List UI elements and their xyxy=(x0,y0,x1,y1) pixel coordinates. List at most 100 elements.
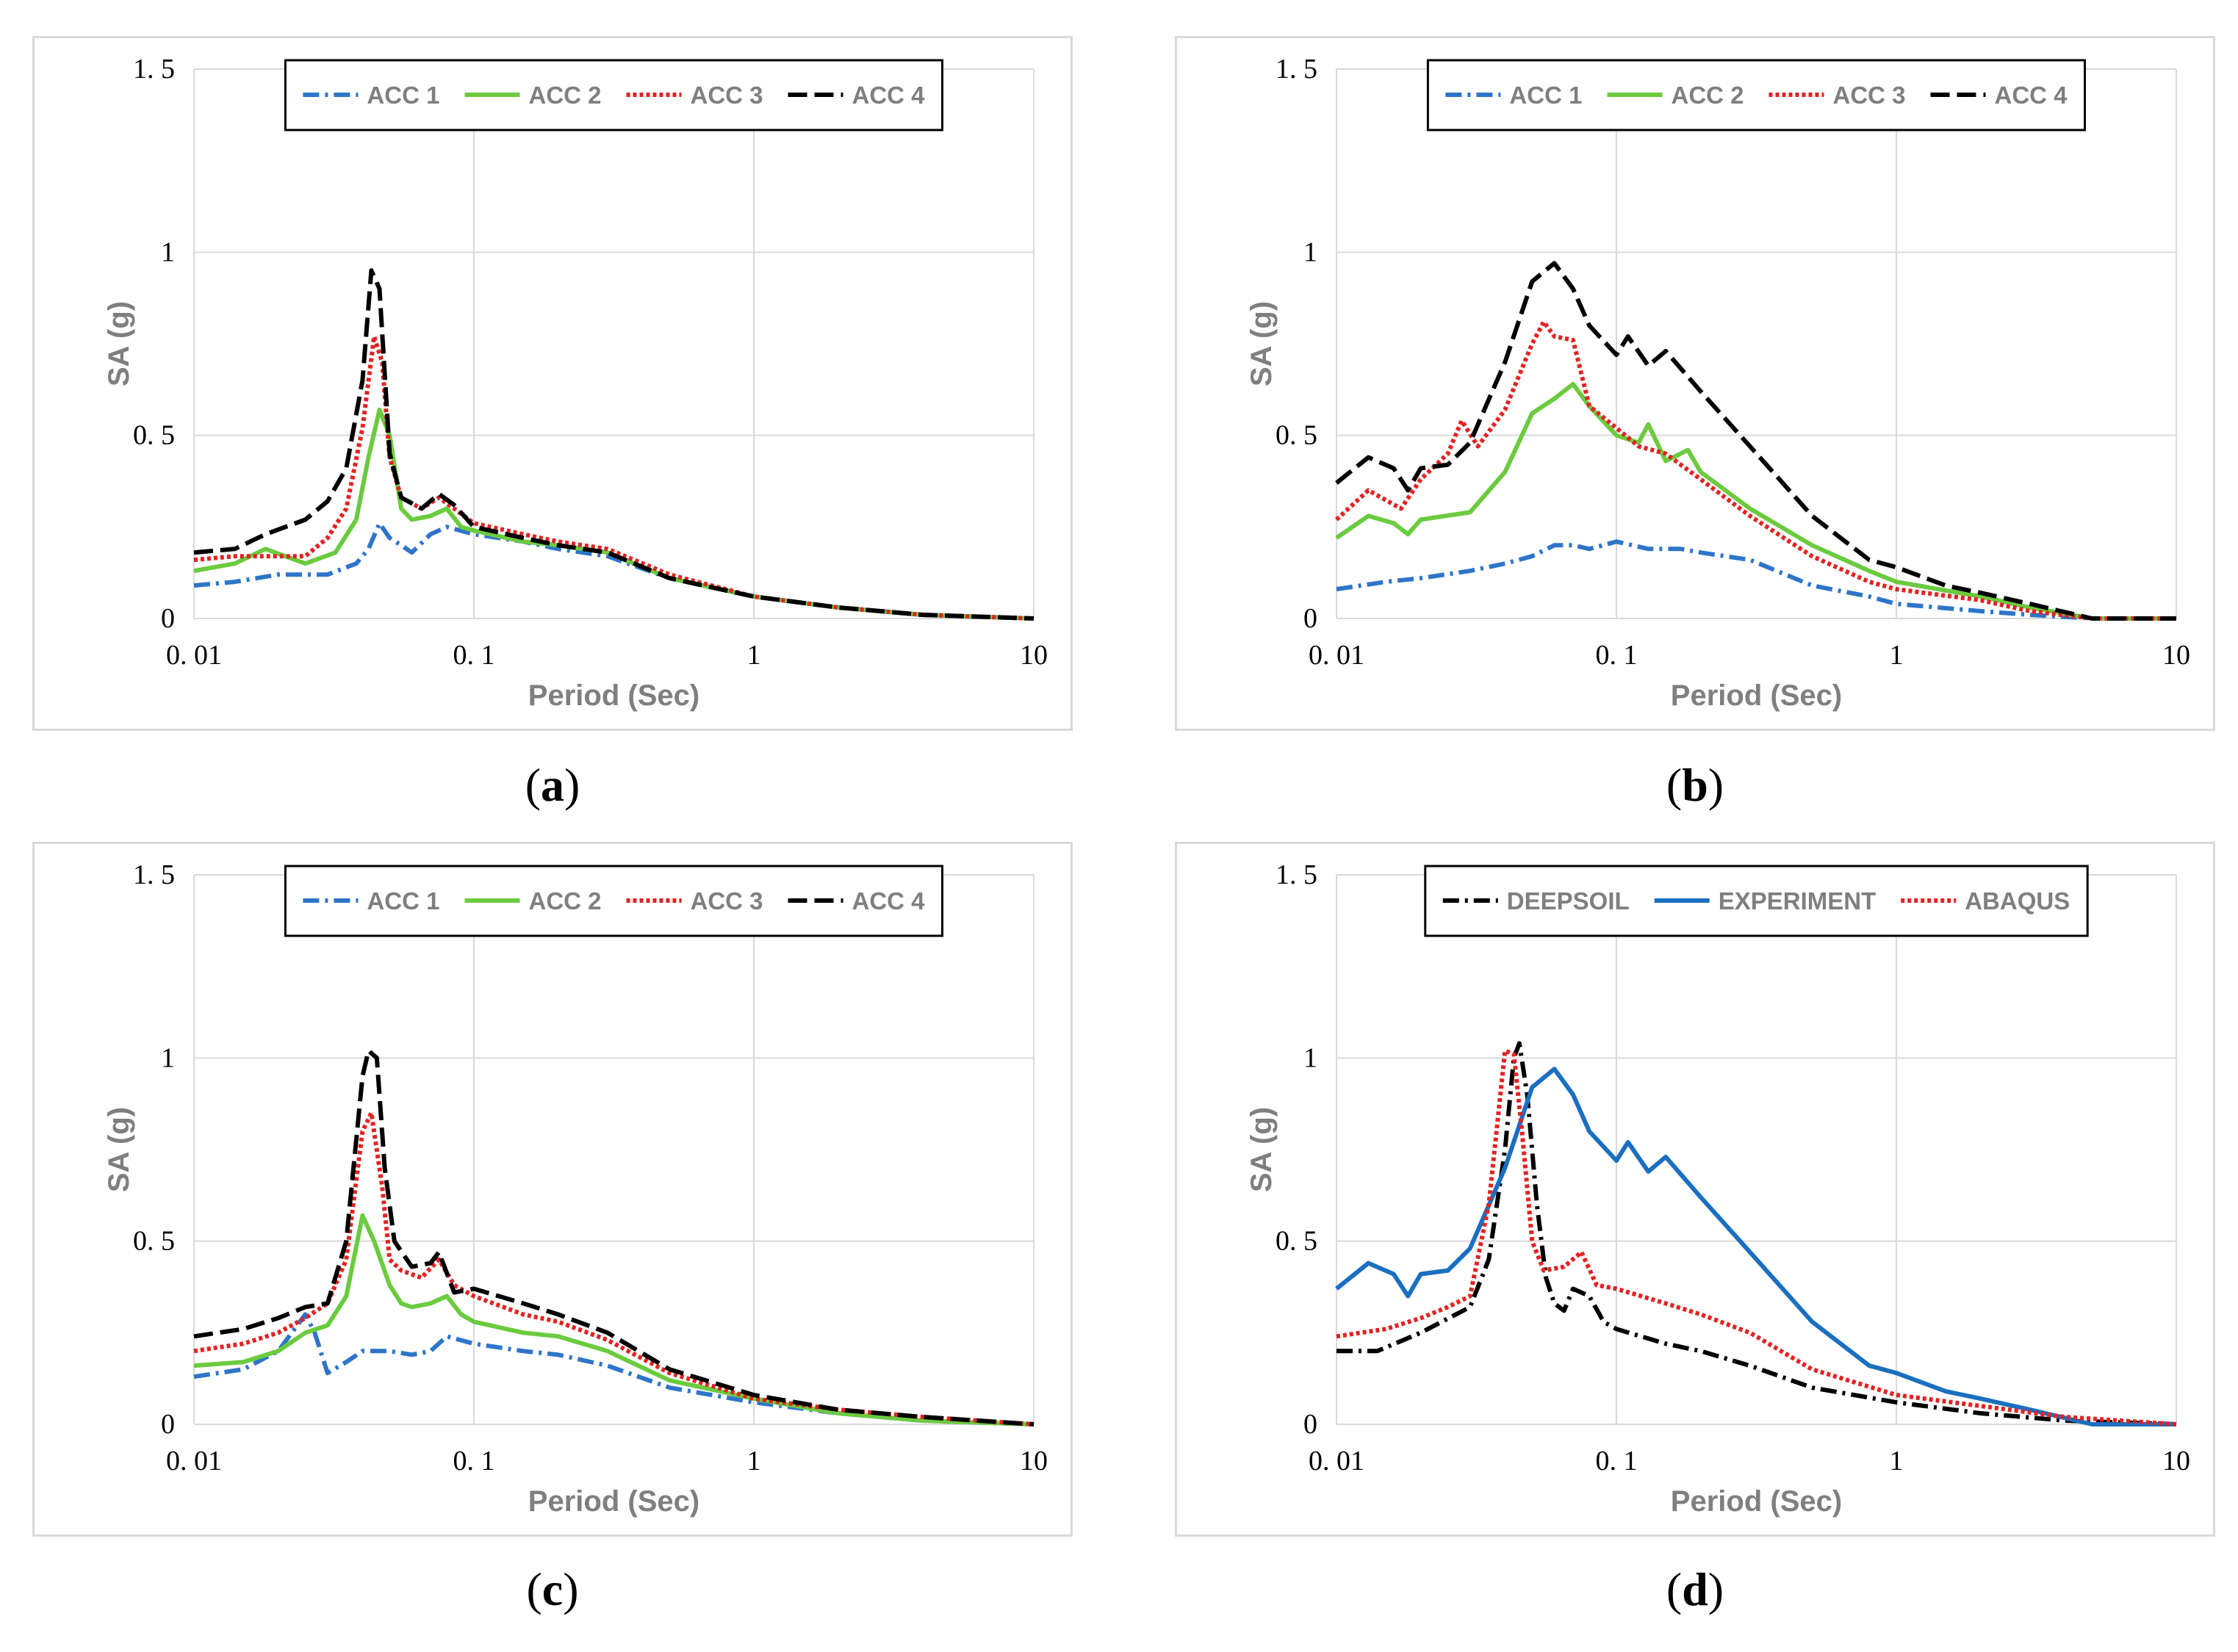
x-tick-label-d: 10 xyxy=(2162,1446,2190,1476)
y-tick-label-d: 0 xyxy=(1303,1409,1317,1440)
y-tick-label-d: 1 xyxy=(1303,1042,1317,1073)
series-line-acc-1-c xyxy=(193,1312,1035,1426)
legend-label-c: ACC 3 xyxy=(691,887,763,915)
legend-item-abaqus-d: ABAQUS xyxy=(1901,887,2070,915)
series-line-acc-2-c xyxy=(193,1213,1035,1426)
caption-d: (d) xyxy=(1585,1562,1805,1617)
series-line-acc-1-a xyxy=(193,521,1035,621)
y-axis-title-b: SA (g) xyxy=(1245,301,1278,386)
series-line-acc-4-c xyxy=(193,1048,1035,1426)
legend-label-c: ACC 1 xyxy=(367,887,439,915)
series-line-acc-4-a xyxy=(193,268,1035,621)
x-axis-title-c: Period (Sec) xyxy=(528,1485,699,1518)
series-line-acc-2-a xyxy=(193,407,1035,621)
y-tick-label-b: 1. 5 xyxy=(1275,54,1317,84)
caption-a-close: ) xyxy=(564,759,580,811)
caption-b-letter: b xyxy=(1682,759,1708,811)
legend-label-b: ACC 3 xyxy=(1833,82,1906,109)
legend-c: ACC 1 ACC 2 ACC 3 ACC 4 xyxy=(284,865,943,937)
x-tick-label-d: 0. 01 xyxy=(1309,1446,1364,1476)
legend-item-acc-3-a: ACC 3 xyxy=(626,82,763,109)
chart-svg-b: 0 0. 5 1 1. 5 0. 01 0. 1 1 10 Period (Sec) SA (g)… xyxy=(1245,54,2190,712)
x-axis-title-b: Period (Sec) xyxy=(1671,679,1842,712)
x-axis-title-d: Period (Sec) xyxy=(1671,1485,1842,1518)
y-tick-label-a: 1. 5 xyxy=(133,54,175,84)
y-tick-label-d: 1. 5 xyxy=(1275,859,1317,890)
legend-a: ACC 1 ACC 2 ACC 3 ACC 4 xyxy=(284,59,943,131)
legend-label-a: ACC 3 xyxy=(691,82,763,109)
series-line-experiment-d xyxy=(1335,1067,2176,1426)
legend-item-deepsoil-d: DEEPSOIL xyxy=(1442,887,1630,915)
y-tick-label-a: 1 xyxy=(161,237,175,267)
y-tick-label-c: 0 xyxy=(161,1409,175,1440)
x-tick-label-a: 0. 01 xyxy=(166,640,222,671)
legend-item-acc-3-b: ACC 3 xyxy=(1769,82,1906,109)
caption-a-open: ( xyxy=(525,759,541,811)
y-tick-label-d: 0. 5 xyxy=(1275,1226,1317,1257)
y-tick-label-b: 0. 5 xyxy=(1275,420,1317,451)
legend-label-a: ACC 2 xyxy=(529,82,602,109)
series-line-acc-2-b xyxy=(1335,381,2176,621)
y-tick-label-b: 1 xyxy=(1303,237,1317,267)
caption-b-close: ) xyxy=(1708,759,1724,811)
legend-item-acc-2-c: ACC 2 xyxy=(464,887,602,915)
legend-label-d: EXPERIMENT xyxy=(1719,887,1877,915)
chart-panel-c: 0 0. 5 1 1. 5 0. 01 0. 1 1 10 Period (Sec) SA (g)… xyxy=(32,842,1073,1537)
caption-b-open: ( xyxy=(1666,759,1683,811)
y-tick-label-c: 0. 5 xyxy=(133,1226,175,1257)
y-axis-title-a: SA (g) xyxy=(103,301,135,386)
y-tick-label-a: 0 xyxy=(161,603,175,634)
chart-panel-d: 0 0. 5 1 1. 5 0. 01 0. 1 1 10 Period (Sec) SA (g)… xyxy=(1175,842,2215,1537)
y-axis-title-d: SA (g) xyxy=(1245,1107,1278,1192)
y-tick-label-c: 1 xyxy=(161,1042,175,1073)
legend-label-a: ACC 1 xyxy=(367,82,439,109)
caption-d-close: ) xyxy=(1708,1563,1724,1615)
legend-label-a: ACC 4 xyxy=(852,82,926,109)
y-tick-label-b: 0 xyxy=(1303,603,1317,634)
legend-label-b: ACC 4 xyxy=(1995,82,2068,109)
caption-c: (c) xyxy=(442,1562,663,1617)
caption-b: (b) xyxy=(1585,758,1805,812)
legend-item-experiment-d: EXPERIMENT xyxy=(1654,887,1877,915)
x-tick-label-a: 1 xyxy=(747,640,761,671)
x-tick-label-a: 10 xyxy=(1020,640,1048,671)
legend-item-acc-1-b: ACC 1 xyxy=(1445,82,1582,109)
caption-c-letter: c xyxy=(541,1563,564,1615)
y-tick-label-c: 1. 5 xyxy=(133,859,175,890)
series-line-acc-1-b xyxy=(1336,539,2176,621)
y-axis-title-c: SA (g) xyxy=(103,1107,135,1192)
caption-c-close: ) xyxy=(563,1563,579,1615)
x-tick-label-b: 0. 01 xyxy=(1309,640,1364,671)
legend-item-acc-4-c: ACC 4 xyxy=(788,887,925,915)
caption-a-letter: a xyxy=(541,759,564,811)
chart-panel-a: 0 0. 5 1 1. 5 0. 01 0. 1 1 10 Period (Sec) SA (g)… xyxy=(32,36,1073,731)
x-tick-label-c: 0. 1 xyxy=(453,1446,495,1476)
legend-label-d: DEEPSOIL xyxy=(1507,887,1630,915)
x-tick-label-b: 10 xyxy=(2162,640,2190,671)
chart-svg-c: 0 0. 5 1 1. 5 0. 01 0. 1 1 10 Period (Sec) SA (g)… xyxy=(103,859,1048,1518)
caption-d-open: ( xyxy=(1666,1563,1683,1615)
x-tick-label-b: 1 xyxy=(1890,640,1904,671)
y-tick-label-a: 0. 5 xyxy=(133,420,175,451)
legend-item-acc-3-c: ACC 3 xyxy=(626,887,763,915)
legend-item-acc-2-a: ACC 2 xyxy=(464,82,602,109)
legend-box-d xyxy=(1424,865,2089,937)
chart-svg-d: 0 0. 5 1 1. 5 0. 01 0. 1 1 10 Period (Sec) SA (g)… xyxy=(1245,859,2190,1518)
legend-b: ACC 1 ACC 2 ACC 3 ACC 4 xyxy=(1426,59,2086,131)
series-line-acc-4-b xyxy=(1335,261,2176,621)
legend-item-acc-2-b: ACC 2 xyxy=(1607,82,1744,109)
x-tick-label-a: 0. 1 xyxy=(453,640,495,671)
series-line-deepsoil-d xyxy=(1336,1041,2177,1426)
x-axis-title-a: Period (Sec) xyxy=(528,679,699,712)
series-line-abaqus-d xyxy=(1336,1048,2177,1426)
x-tick-label-c: 1 xyxy=(747,1446,761,1476)
x-tick-label-c: 0. 01 xyxy=(166,1446,222,1476)
legend-label-c: ACC 2 xyxy=(529,887,602,915)
chart-svg-a: 0 0. 5 1 1. 5 0. 01 0. 1 1 10 Period (Sec) SA (g)… xyxy=(103,54,1048,712)
caption-d-letter: d xyxy=(1682,1563,1708,1615)
x-tick-label-d: 0. 1 xyxy=(1596,1446,1638,1476)
legend-item-acc-4-b: ACC 4 xyxy=(1930,82,2068,109)
x-tick-label-d: 1 xyxy=(1890,1446,1904,1476)
x-tick-label-b: 0. 1 xyxy=(1596,640,1638,671)
legend-label-b: ACC 1 xyxy=(1509,82,1582,109)
